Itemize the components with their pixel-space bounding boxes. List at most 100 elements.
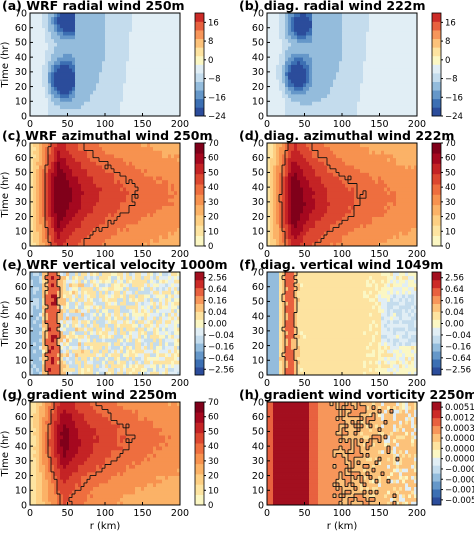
heatmap-cell [105,42,109,47]
heatmap-cell [351,24,355,29]
heatmap-cell [288,79,292,84]
heatmap-cell [42,187,46,192]
heatmap-cell [369,227,373,232]
heatmap-cell [276,35,280,40]
heatmap-cell [279,57,283,62]
heatmap-cell [318,209,322,214]
heatmap-cell [171,183,175,188]
heatmap-cell [330,31,334,36]
heatmap-cell [339,108,343,113]
heatmap-cell [273,79,277,84]
heatmap-cell [33,238,37,243]
heatmap-cell [399,64,403,69]
heatmap-cell [42,20,46,25]
heatmap-cell [93,68,97,73]
heatmap-cell [156,168,160,173]
heatmap-cell [177,220,181,225]
heatmap-cell [390,82,394,87]
heatmap-cell [369,112,373,117]
heatmap-cell [96,179,100,184]
heatmap-cell [75,205,79,210]
colorbar-segment [195,55,204,65]
heatmap-cell [96,198,100,203]
heatmap-cell [81,108,85,113]
heatmap-cell [324,13,328,18]
heatmap-cell [162,42,166,47]
heatmap-cell [309,57,313,62]
heatmap-cell [135,97,139,102]
heatmap-cell [132,31,136,36]
heatmap-cell [150,75,154,80]
heatmap-cell [396,101,400,106]
y-axis-label: Time (hr) [0,41,11,88]
heatmap-cell [153,201,157,206]
heatmap-cell [336,205,340,210]
heatmap-cell [357,42,361,47]
heatmap-cell [105,27,109,32]
heatmap-cell [93,57,97,62]
heatmap-cell [276,112,280,117]
heatmap-cell [84,75,88,80]
heatmap-cell [411,209,415,214]
heatmap-cell [351,71,355,76]
heatmap-cell [51,82,55,87]
heatmap-cell [393,101,397,106]
heatmap-cell [144,157,148,162]
heatmap-cell [57,20,61,25]
heatmap-cell [288,24,292,29]
heatmap-cell [45,46,49,51]
colorbar-segment [432,13,441,22]
heatmap-cell [402,231,406,236]
colorbar-segment [195,143,204,154]
heatmap-cell [405,86,409,91]
heatmap-cell [159,108,163,113]
heatmap-cell [165,104,169,110]
heatmap-cell [150,216,154,221]
heatmap-cell [138,27,142,32]
heatmap-cells [30,143,181,247]
heatmap-cell [138,205,142,210]
heatmap-cell [156,38,160,43]
heatmap-cell [390,201,394,206]
heatmap-cell [378,24,382,29]
heatmap-cell [306,49,310,54]
heatmap-cell [300,57,304,62]
heatmap-cell [300,60,304,65]
heatmap-cell [33,53,37,58]
heatmap-cell [378,35,382,40]
heatmap-cell [297,16,301,21]
heatmap-cell [282,216,286,221]
heatmap-cell [303,212,307,217]
heatmap-cell [48,108,52,113]
heatmap-cell [357,209,361,214]
heatmap-cell [285,42,289,47]
heatmap-cell [336,97,340,102]
heatmap-cell [117,198,121,203]
heatmap-cell [60,38,64,43]
heatmap-cell [366,231,370,236]
heatmap-cell [114,238,118,243]
heatmap-cell [141,238,145,243]
heatmap-cell [72,201,76,206]
heatmap-cell [42,150,46,155]
heatmap-cell [81,238,85,243]
heatmap-cell [93,60,97,65]
heatmap-cell [132,38,136,43]
heatmap-cell [51,157,55,162]
heatmap-cell [147,234,151,240]
heatmap-cell [354,234,358,240]
heatmap-cell [291,242,295,247]
heatmap-cell [168,104,172,110]
heatmap-cell [411,205,415,210]
heatmap-cell [174,97,178,102]
heatmap-cell [114,146,118,151]
heatmap-cell [165,31,169,36]
heatmap-cell [84,220,88,225]
heatmap-cell [324,71,328,76]
heatmap-cell [315,108,319,113]
colorbar-segment [432,64,441,74]
heatmap-cell [162,187,166,192]
heatmap-cell [330,227,334,232]
heatmap-cell [84,97,88,102]
heatmap-cell [177,176,181,181]
